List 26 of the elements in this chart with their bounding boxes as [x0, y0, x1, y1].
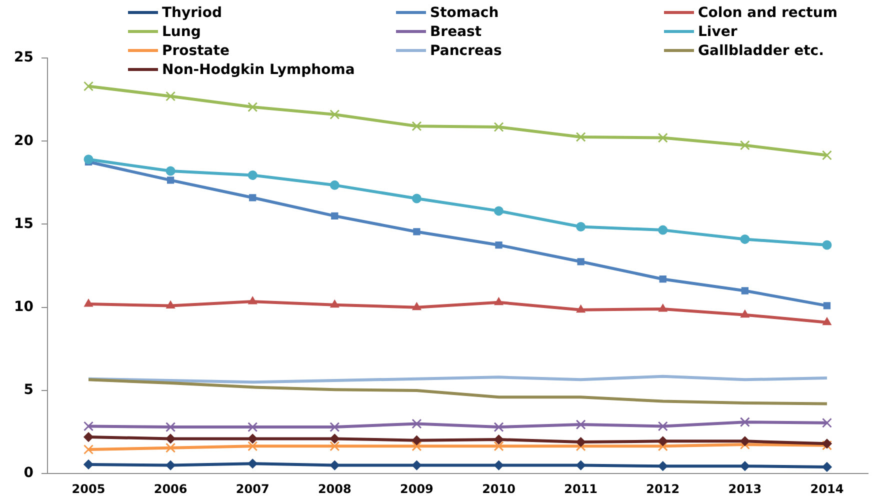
legend-label: Breast	[430, 24, 482, 40]
y-tick-label: 5	[24, 382, 34, 398]
x-tick-label: 2012	[646, 482, 680, 496]
legend-label: Stomach	[430, 4, 499, 20]
legend-label: Pancreas	[430, 42, 502, 58]
legend-label: Lung	[162, 24, 201, 40]
legend-label: Liver	[698, 24, 738, 40]
x-tick-label: 2006	[154, 482, 188, 496]
y-tick-label: 10	[14, 299, 34, 315]
legend-label: Prostate	[162, 42, 230, 58]
x-tick-label: 2013	[728, 482, 762, 496]
x-tick-label: 2014	[810, 482, 844, 496]
y-tick-label: 0	[24, 465, 34, 482]
legend-label: Gallbladder etc.	[698, 42, 824, 58]
legend-label: Non-Hodgkin Lymphoma	[162, 62, 355, 78]
y-tick-label: 25	[14, 50, 34, 66]
x-tick-label: 2005	[72, 482, 106, 496]
legend-label: Thyriod	[162, 4, 222, 20]
y-tick-label: 15	[14, 216, 34, 232]
y-tick-label: 20	[14, 132, 34, 149]
x-tick-label: 2009	[400, 482, 434, 496]
legend-label: Colon and rectum	[698, 4, 838, 20]
x-tick-label: 2008	[318, 482, 352, 496]
x-tick-label: 2010	[482, 482, 516, 496]
x-tick-label: 2011	[564, 482, 598, 496]
x-tick-label: 2007	[236, 482, 270, 496]
